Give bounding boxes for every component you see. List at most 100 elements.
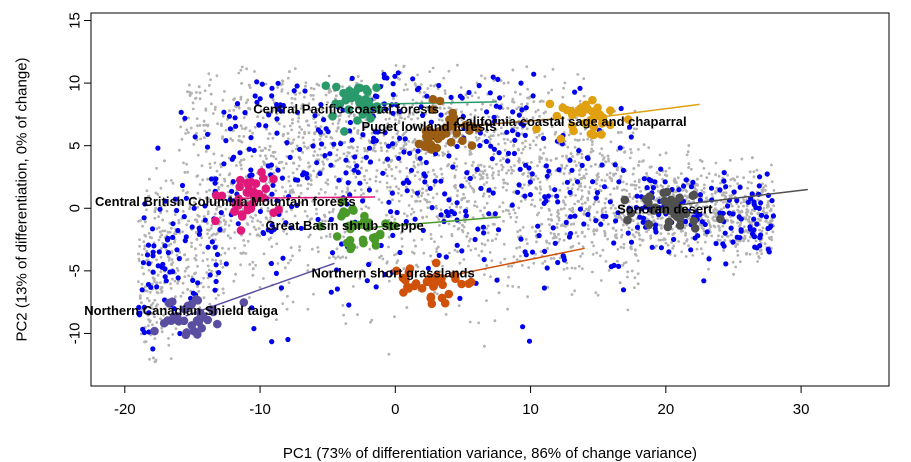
background-point [455,205,458,209]
background-point [144,289,148,293]
background-point [281,217,285,221]
background-point [456,189,460,193]
background-point [633,183,636,187]
background-point [385,181,389,185]
highlight-point [381,75,387,81]
background-point [359,188,363,192]
background-point [703,233,706,236]
background-point [164,307,167,310]
background-point [207,197,211,201]
background-point [685,190,689,193]
background-point [223,223,227,226]
background-point [138,244,142,248]
background-point [327,270,331,273]
background-point [745,213,749,217]
background-point [659,238,663,242]
background-point [762,186,765,190]
background-point [186,190,190,194]
background-point [425,198,428,202]
background-point [646,211,650,215]
background-point [226,234,230,238]
background-point [377,158,381,162]
background-point [535,187,539,191]
background-point [717,174,721,178]
background-point [202,136,206,140]
highlight-point [515,189,521,195]
background-point [342,235,345,239]
background-point [240,127,244,130]
background-point [532,178,536,181]
background-point [700,189,704,192]
background-point [441,264,444,268]
background-point [493,186,497,190]
background-point [198,306,202,310]
background-point [539,198,542,202]
ecoregion-point [620,195,630,205]
highlight-point [616,263,622,269]
ecoregion-point [458,136,467,145]
ecoregion-point [623,215,632,225]
background-point [311,97,315,101]
background-point [429,233,433,236]
background-point [293,97,297,101]
background-point [541,262,545,265]
background-point [145,249,149,253]
highlight-point [522,132,528,138]
background-point [680,250,684,254]
background-point [268,218,272,222]
highlight-point [270,182,276,188]
background-point [469,248,473,252]
background-point [426,193,430,196]
highlight-point [165,250,171,256]
highlight-point [322,153,328,159]
ecoregion-point [237,212,247,221]
background-point [621,212,624,216]
highlight-point [248,135,254,141]
background-point [712,224,716,228]
background-point [224,128,228,132]
background-point [702,167,706,170]
highlight-point [207,272,213,278]
background-point [759,249,763,252]
background-point [176,282,180,285]
background-point [459,205,463,209]
background-point [194,96,198,100]
background-point [435,192,439,196]
background-point [711,179,714,183]
background-point [746,239,750,243]
background-point [488,251,492,254]
background-point [386,186,389,189]
ecoregion-point [361,95,370,104]
background-point [412,239,416,242]
background-point [414,156,418,160]
highlight-point [541,200,547,206]
background-point [509,215,513,219]
background-point [712,211,715,215]
background-point [604,210,608,214]
background-point [503,148,507,152]
background-point [412,190,416,194]
background-point [332,255,335,258]
background-point [527,266,531,269]
highlight-point [526,165,532,171]
background-point [199,281,203,285]
background-point [618,281,622,285]
background-point [140,301,143,305]
highlight-point [274,116,280,122]
background-point [237,71,241,75]
ecoregion-point [545,99,555,109]
ecoregion-point [236,226,246,235]
background-point [473,108,477,112]
background-point [307,131,311,135]
highlight-point [738,228,744,234]
highlight-point [265,227,271,233]
background-point [248,107,252,111]
background-point [402,65,406,69]
background-point [313,131,316,135]
background-point [573,289,576,293]
background-point [437,154,441,157]
background-point [591,252,595,256]
background-point [286,76,290,80]
highlight-point [728,225,734,231]
highlight-point [520,324,526,330]
